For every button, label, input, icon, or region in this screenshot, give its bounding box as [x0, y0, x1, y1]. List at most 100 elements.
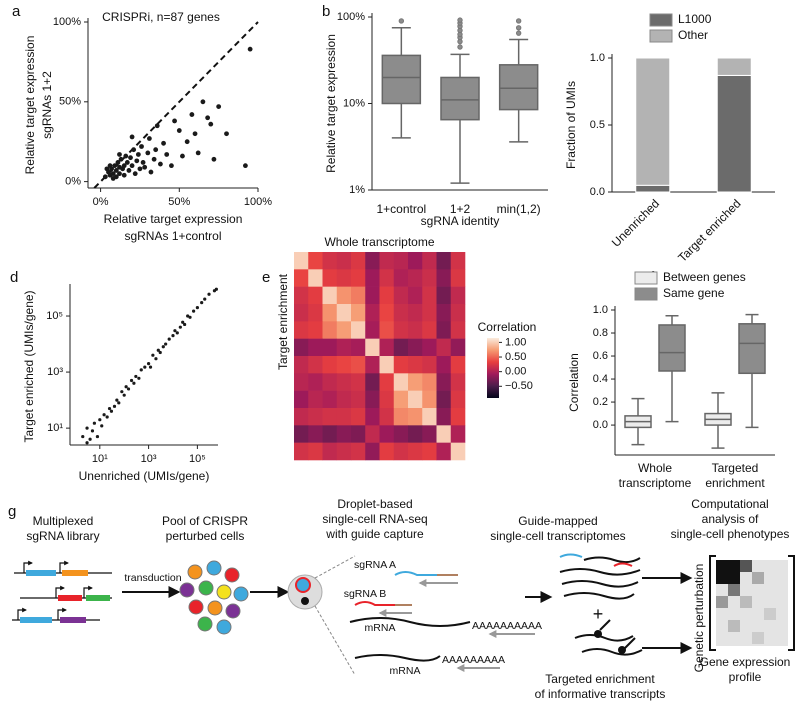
- heatmap-cell: [351, 304, 366, 322]
- heatmap-cell: [422, 286, 437, 305]
- point: [208, 121, 214, 127]
- point: [117, 171, 122, 177]
- x-tick-label: 50%: [168, 196, 190, 208]
- point: [195, 150, 201, 156]
- y-tick-label: 100%: [53, 16, 81, 28]
- point: [98, 418, 102, 422]
- x-tick-label: 10⁵: [189, 453, 206, 465]
- heatmap-cell: [336, 286, 352, 305]
- x-tick-label: 0%: [93, 196, 109, 208]
- heatmap-cell: [322, 373, 338, 391]
- step-label: with guide capture: [325, 527, 424, 541]
- heatmap-cell: [322, 442, 338, 461]
- heatmap-cell: [294, 373, 309, 391]
- heatmap-cell: [436, 356, 452, 374]
- point: [117, 152, 122, 157]
- heatmap-cell: [436, 252, 452, 270]
- point: [117, 401, 121, 405]
- point: [148, 365, 153, 369]
- heatmap-cell: [308, 373, 323, 391]
- phenotype-matrix: [709, 555, 795, 651]
- panel-label: a: [12, 3, 21, 20]
- y-tick-label: 0.0: [590, 186, 605, 198]
- x-tick-label: Targeted: [712, 461, 759, 475]
- heatmap-cell: [408, 356, 423, 374]
- heatmap-cell: [393, 390, 409, 409]
- heatmap-cell: [336, 304, 352, 322]
- point: [178, 325, 182, 329]
- point: [124, 385, 128, 389]
- heatmap-cell: [450, 356, 466, 374]
- x-tick-label: Whole: [638, 461, 672, 475]
- y-axis-label: Correlation: [567, 353, 581, 412]
- point: [122, 393, 126, 397]
- x-tick-label: 100%: [244, 196, 272, 208]
- y-tick-label: 1.0: [590, 52, 605, 64]
- heatmap-cell: [393, 425, 409, 443]
- point: [184, 139, 190, 145]
- heatmap-cell: [393, 408, 409, 426]
- box: [381, 54, 422, 105]
- point: [135, 152, 141, 157]
- axis-label: profile: [729, 670, 762, 684]
- point: [167, 337, 171, 341]
- heatmap-cell: [365, 425, 380, 443]
- panel-label: g: [8, 503, 16, 520]
- x-axis-label: sgRNA identity: [421, 214, 500, 228]
- point: [129, 134, 135, 140]
- heatmap-cell: [322, 269, 338, 287]
- point: [203, 297, 207, 301]
- x-axis-label: Relative target expression: [104, 212, 243, 226]
- heatmap-cell: [308, 425, 323, 443]
- colorbar-label: Correlation: [478, 320, 537, 334]
- heatmap-cell: [436, 373, 452, 391]
- point: [110, 176, 116, 181]
- transcriptomes: [559, 553, 643, 656]
- bar-segment: [635, 57, 671, 186]
- heatmap-cell: [336, 252, 352, 270]
- heatmap-cell: [365, 373, 380, 391]
- point: [137, 166, 143, 172]
- heatmap-cell: [351, 390, 366, 409]
- point: [158, 350, 162, 355]
- point: [158, 161, 163, 167]
- point: [143, 365, 147, 369]
- chart-title: CRISPRi, n=87 genes: [102, 10, 220, 24]
- panel-label: b: [322, 3, 330, 20]
- heatmap-cell: [308, 390, 323, 409]
- heatmap-cell: [351, 442, 366, 461]
- x-tick-label: Unenriched: [609, 196, 662, 249]
- point: [124, 160, 130, 165]
- heatmap-cell: [450, 321, 466, 339]
- box: [738, 323, 766, 375]
- heatmap-cell: [294, 321, 309, 339]
- point: [164, 152, 170, 157]
- point: [175, 331, 179, 335]
- point: [172, 118, 177, 124]
- point: [134, 374, 138, 379]
- heatmap-cell: [322, 304, 338, 322]
- step-label: Computational: [691, 497, 768, 511]
- point: [189, 112, 195, 117]
- heatmap-cell: [422, 442, 437, 461]
- point: [92, 421, 96, 425]
- heatmap-cell: [422, 408, 437, 426]
- point: [146, 136, 152, 141]
- heatmap-cell: [365, 252, 380, 270]
- heatmap-cell: [436, 425, 452, 443]
- legend-swatch: [649, 13, 673, 27]
- heatmap-cell: [351, 338, 366, 357]
- rna-label: mRNA: [365, 622, 396, 634]
- point: [112, 404, 117, 408]
- axis-label: Genetic perturbation: [692, 564, 706, 673]
- point: [112, 163, 118, 169]
- point: [200, 99, 206, 105]
- heatmap-cell: [379, 269, 395, 287]
- heatmap-cell: [379, 442, 395, 461]
- heatmap-cell: [322, 425, 338, 443]
- y-tick-label: 10⁵: [46, 310, 63, 322]
- heatmap-cell: [308, 321, 323, 339]
- point: [95, 434, 100, 439]
- step-label: perturbed cells: [166, 529, 245, 543]
